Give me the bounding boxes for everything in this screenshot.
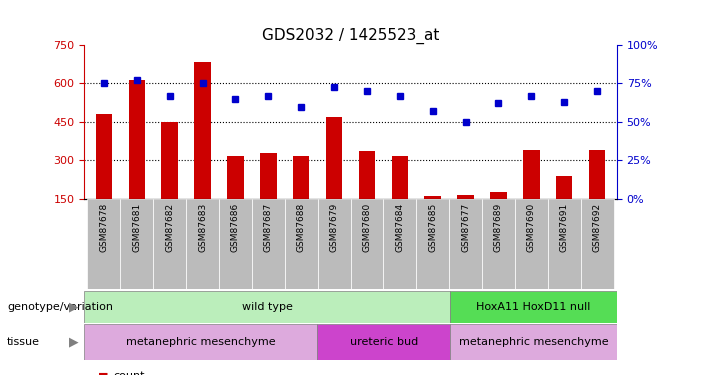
Bar [121, 199, 154, 289]
Bar [293, 156, 309, 199]
Bar [194, 62, 211, 199]
Text: ureteric bud: ureteric bud [350, 337, 418, 347]
Bar [326, 117, 342, 199]
Bar [161, 122, 178, 199]
Text: GSM87690: GSM87690 [527, 203, 536, 252]
Bar [84, 324, 317, 360]
Bar [416, 199, 449, 289]
Bar [252, 199, 285, 289]
Bar [589, 150, 606, 199]
Text: GSM87678: GSM87678 [100, 203, 109, 252]
Bar [350, 199, 383, 289]
Text: GSM87681: GSM87681 [132, 203, 141, 252]
Bar [318, 199, 350, 289]
Bar [450, 291, 617, 322]
Text: ▶: ▶ [69, 336, 79, 349]
Bar [285, 199, 318, 289]
Bar [515, 199, 547, 289]
Bar [359, 152, 375, 199]
Text: GSM87687: GSM87687 [264, 203, 273, 252]
Text: GSM87682: GSM87682 [165, 203, 174, 252]
Bar [523, 150, 540, 199]
Bar [227, 156, 244, 199]
Text: ■: ■ [98, 371, 109, 375]
Text: metanephric mesenchyme: metanephric mesenchyme [126, 337, 275, 347]
Text: count: count [114, 371, 145, 375]
Text: wild type: wild type [242, 302, 293, 312]
Text: GSM87684: GSM87684 [395, 203, 404, 252]
Bar [84, 291, 450, 322]
Bar [482, 199, 515, 289]
Bar [490, 192, 507, 199]
Bar [88, 199, 121, 289]
Text: genotype/variation: genotype/variation [7, 302, 113, 312]
Text: GSM87689: GSM87689 [494, 203, 503, 252]
Bar [457, 195, 474, 199]
Bar [186, 199, 219, 289]
Bar [556, 176, 573, 199]
Text: GSM87691: GSM87691 [560, 203, 569, 252]
Bar [425, 196, 441, 199]
Text: GSM87685: GSM87685 [428, 203, 437, 252]
Text: metanephric mesenchyme: metanephric mesenchyme [459, 337, 608, 347]
Bar [449, 199, 482, 289]
Text: GSM87686: GSM87686 [231, 203, 240, 252]
Text: GSM87679: GSM87679 [329, 203, 339, 252]
Text: HoxA11 HoxD11 null: HoxA11 HoxD11 null [477, 302, 591, 312]
Text: GSM87680: GSM87680 [362, 203, 372, 252]
Text: GSM87683: GSM87683 [198, 203, 207, 252]
Text: GSM87688: GSM87688 [297, 203, 306, 252]
Bar [260, 153, 276, 199]
Text: ▶: ▶ [69, 300, 79, 313]
Text: GSM87677: GSM87677 [461, 203, 470, 252]
Bar [392, 156, 408, 199]
Bar [128, 80, 145, 199]
Bar [450, 324, 617, 360]
Bar [383, 199, 416, 289]
Title: GDS2032 / 1425523_at: GDS2032 / 1425523_at [261, 27, 440, 44]
Text: GSM87692: GSM87692 [592, 203, 601, 252]
Bar [154, 199, 186, 289]
Bar [580, 199, 613, 289]
Bar [219, 199, 252, 289]
Bar [547, 199, 580, 289]
Bar [317, 324, 450, 360]
Text: tissue: tissue [7, 337, 40, 347]
Bar [95, 114, 112, 199]
